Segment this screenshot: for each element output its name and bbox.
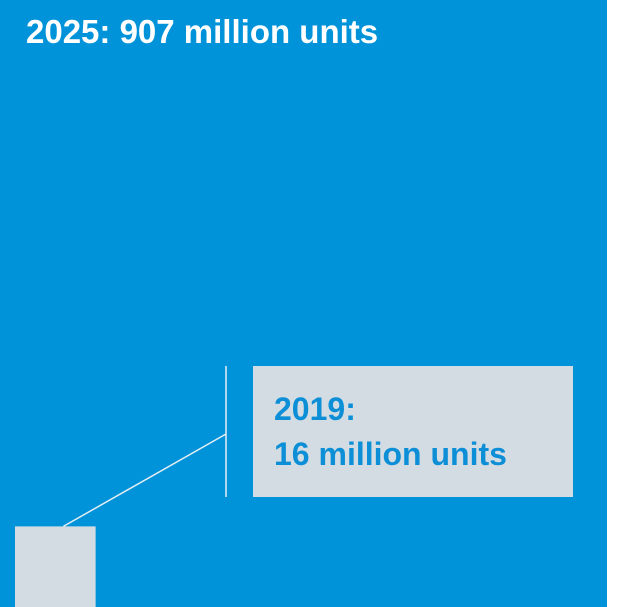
label-2025: 2025: 907 million units bbox=[26, 13, 379, 50]
square-2019-16-million bbox=[15, 526, 96, 607]
callout-2019: 2019: 16 million units bbox=[253, 366, 573, 497]
callout-2019-year: 2019: bbox=[274, 391, 356, 427]
callout-2019-value: 16 million units bbox=[274, 436, 507, 472]
square-2025-907-million bbox=[0, 0, 607, 607]
callout-connector-line bbox=[63, 433, 227, 528]
